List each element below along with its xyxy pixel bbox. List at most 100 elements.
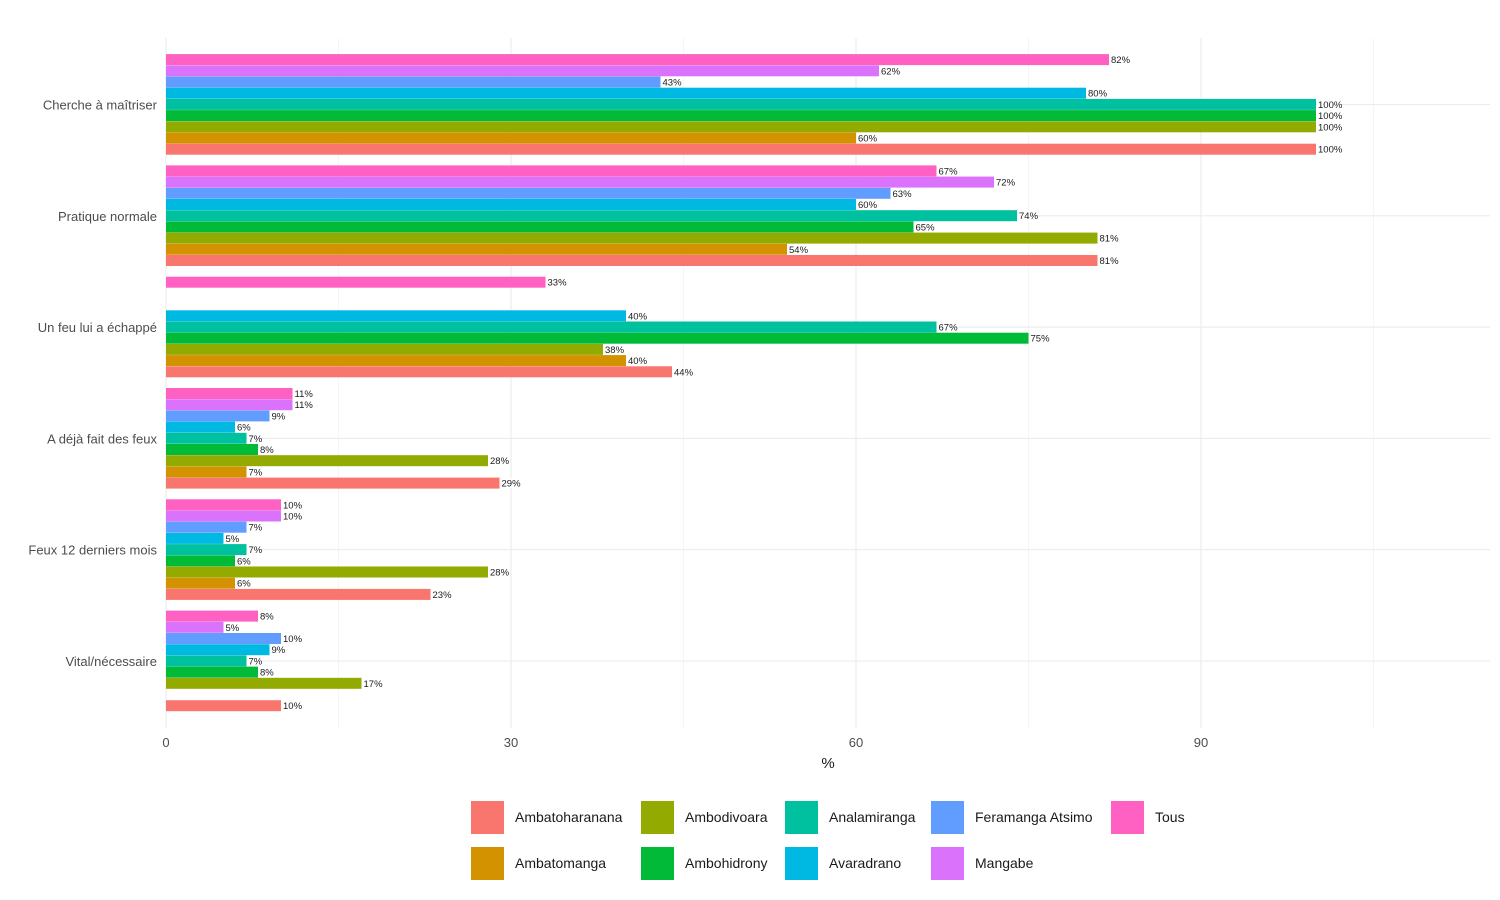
legend-swatch: [931, 800, 964, 834]
data-label-background: [270, 411, 283, 422]
data-label: 38%: [605, 345, 625, 356]
bar-ambodivoara: [166, 455, 488, 467]
bar-ambatoharanana: [166, 143, 1316, 155]
data-label-background: [995, 177, 1013, 188]
bar-avaradrano: [166, 199, 856, 210]
bar-avaradrano: [166, 421, 235, 433]
bar-feramanga-atsimo: [166, 76, 661, 88]
bar-analamiranga: [166, 655, 247, 667]
data-label-background: [546, 277, 565, 288]
legend-swatch: [471, 846, 504, 880]
data-label-background: [1098, 233, 1117, 244]
y-category-label: Feux 12 derniers mois: [28, 543, 157, 558]
data-label-background: [1317, 99, 1341, 110]
data-label: 6%: [237, 579, 251, 590]
data-label: 100%: [1318, 122, 1343, 133]
x-axis-title: %: [821, 755, 834, 772]
bar-feramanga-atsimo: [166, 410, 270, 422]
bar-ambatomanga: [166, 243, 787, 255]
data-label: 54%: [789, 245, 809, 256]
data-label-background: [236, 578, 248, 589]
data-label-background: [282, 701, 300, 712]
data-label-background: [247, 467, 260, 478]
data-label: 28%: [490, 568, 510, 579]
data-label: 7%: [249, 523, 263, 534]
data-label-background: [282, 500, 300, 511]
legend-swatch: [471, 800, 504, 834]
data-label-background: [673, 367, 691, 378]
data-label-background: [247, 522, 260, 533]
data-label-background: [293, 389, 312, 399]
legend-swatch: [1111, 800, 1144, 834]
data-label: 29%: [502, 479, 522, 490]
data-label: 62%: [881, 66, 901, 77]
legend-item: Feramanga Atsimo: [931, 800, 1093, 834]
data-label: 63%: [893, 189, 913, 200]
data-label-background: [891, 188, 910, 199]
legend-label: Ambodivoara: [685, 809, 768, 825]
bar-ambatomanga: [166, 355, 626, 367]
legend-swatch: [641, 846, 674, 880]
data-label: 74%: [1019, 211, 1039, 222]
data-label-background: [1018, 211, 1036, 222]
bar-feramanga-atsimo: [166, 521, 247, 533]
data-label: 7%: [249, 545, 263, 556]
bar-ambohidrony: [166, 110, 1316, 122]
bar-tous: [166, 276, 546, 288]
data-label-background: [857, 200, 875, 210]
legend-label: Mangabe: [975, 855, 1034, 871]
y-category-label: Vital/nécessaire: [65, 654, 157, 669]
data-label: 10%: [283, 634, 303, 645]
data-label: 10%: [283, 701, 303, 712]
legend-item: Avaradrano: [785, 846, 901, 880]
legend-item: Ambatomanga: [471, 846, 606, 880]
legend-item: Ambohidrony: [641, 846, 768, 880]
data-label: 75%: [1031, 334, 1051, 345]
data-label-background: [1098, 256, 1117, 266]
bar-tous: [166, 610, 258, 622]
x-axis-tick-labels: 0 30 60 90: [162, 735, 1208, 750]
bar-ambatoharanana: [166, 477, 500, 489]
bar-mangabe: [166, 510, 281, 522]
data-label-background: [259, 445, 271, 455]
data-label: 40%: [628, 311, 648, 322]
data-label-background: [604, 344, 622, 355]
data-label-background: [788, 244, 806, 255]
legend-item: Ambatoharanana: [471, 800, 622, 834]
data-label: 10%: [283, 500, 303, 511]
data-label-background: [293, 400, 312, 411]
bar-ambatomanga: [166, 466, 247, 478]
data-label-background: [247, 433, 260, 444]
data-label-background: [282, 511, 300, 522]
bar-avaradrano: [166, 532, 224, 544]
bar-tous: [166, 499, 281, 511]
y-category-label: A déjà fait des feux: [47, 431, 157, 446]
y-category-label: Cherche à maîtriser: [43, 98, 158, 113]
data-label: 5%: [226, 623, 240, 634]
data-label: 81%: [1100, 256, 1120, 267]
data-label-background: [914, 222, 933, 233]
legend-swatch: [641, 800, 674, 834]
bar-tous: [166, 54, 1109, 66]
bar-ambatoharanana: [166, 255, 1098, 266]
data-label: 6%: [237, 423, 251, 434]
bar-ambohidrony: [166, 555, 235, 567]
data-label: 43%: [663, 78, 683, 89]
legend-item: Ambodivoara: [641, 800, 768, 834]
bar-ambatomanga: [166, 132, 856, 144]
data-label: 67%: [939, 323, 959, 334]
data-label-background: [270, 645, 283, 656]
bar-mangabe: [166, 399, 293, 411]
data-label-background: [224, 533, 237, 544]
data-label: 44%: [674, 367, 694, 378]
data-label-background: [259, 611, 271, 622]
x-tick-label: 90: [1194, 735, 1208, 750]
legend-label: Feramanga Atsimo: [975, 809, 1093, 825]
legend-label: Ambohidrony: [685, 855, 768, 871]
data-label-background: [489, 456, 507, 467]
data-label: 17%: [364, 679, 384, 690]
data-label: 11%: [295, 400, 314, 411]
data-label-background: [431, 589, 450, 600]
bar-analamiranga: [166, 432, 247, 444]
data-label-background: [937, 166, 956, 177]
